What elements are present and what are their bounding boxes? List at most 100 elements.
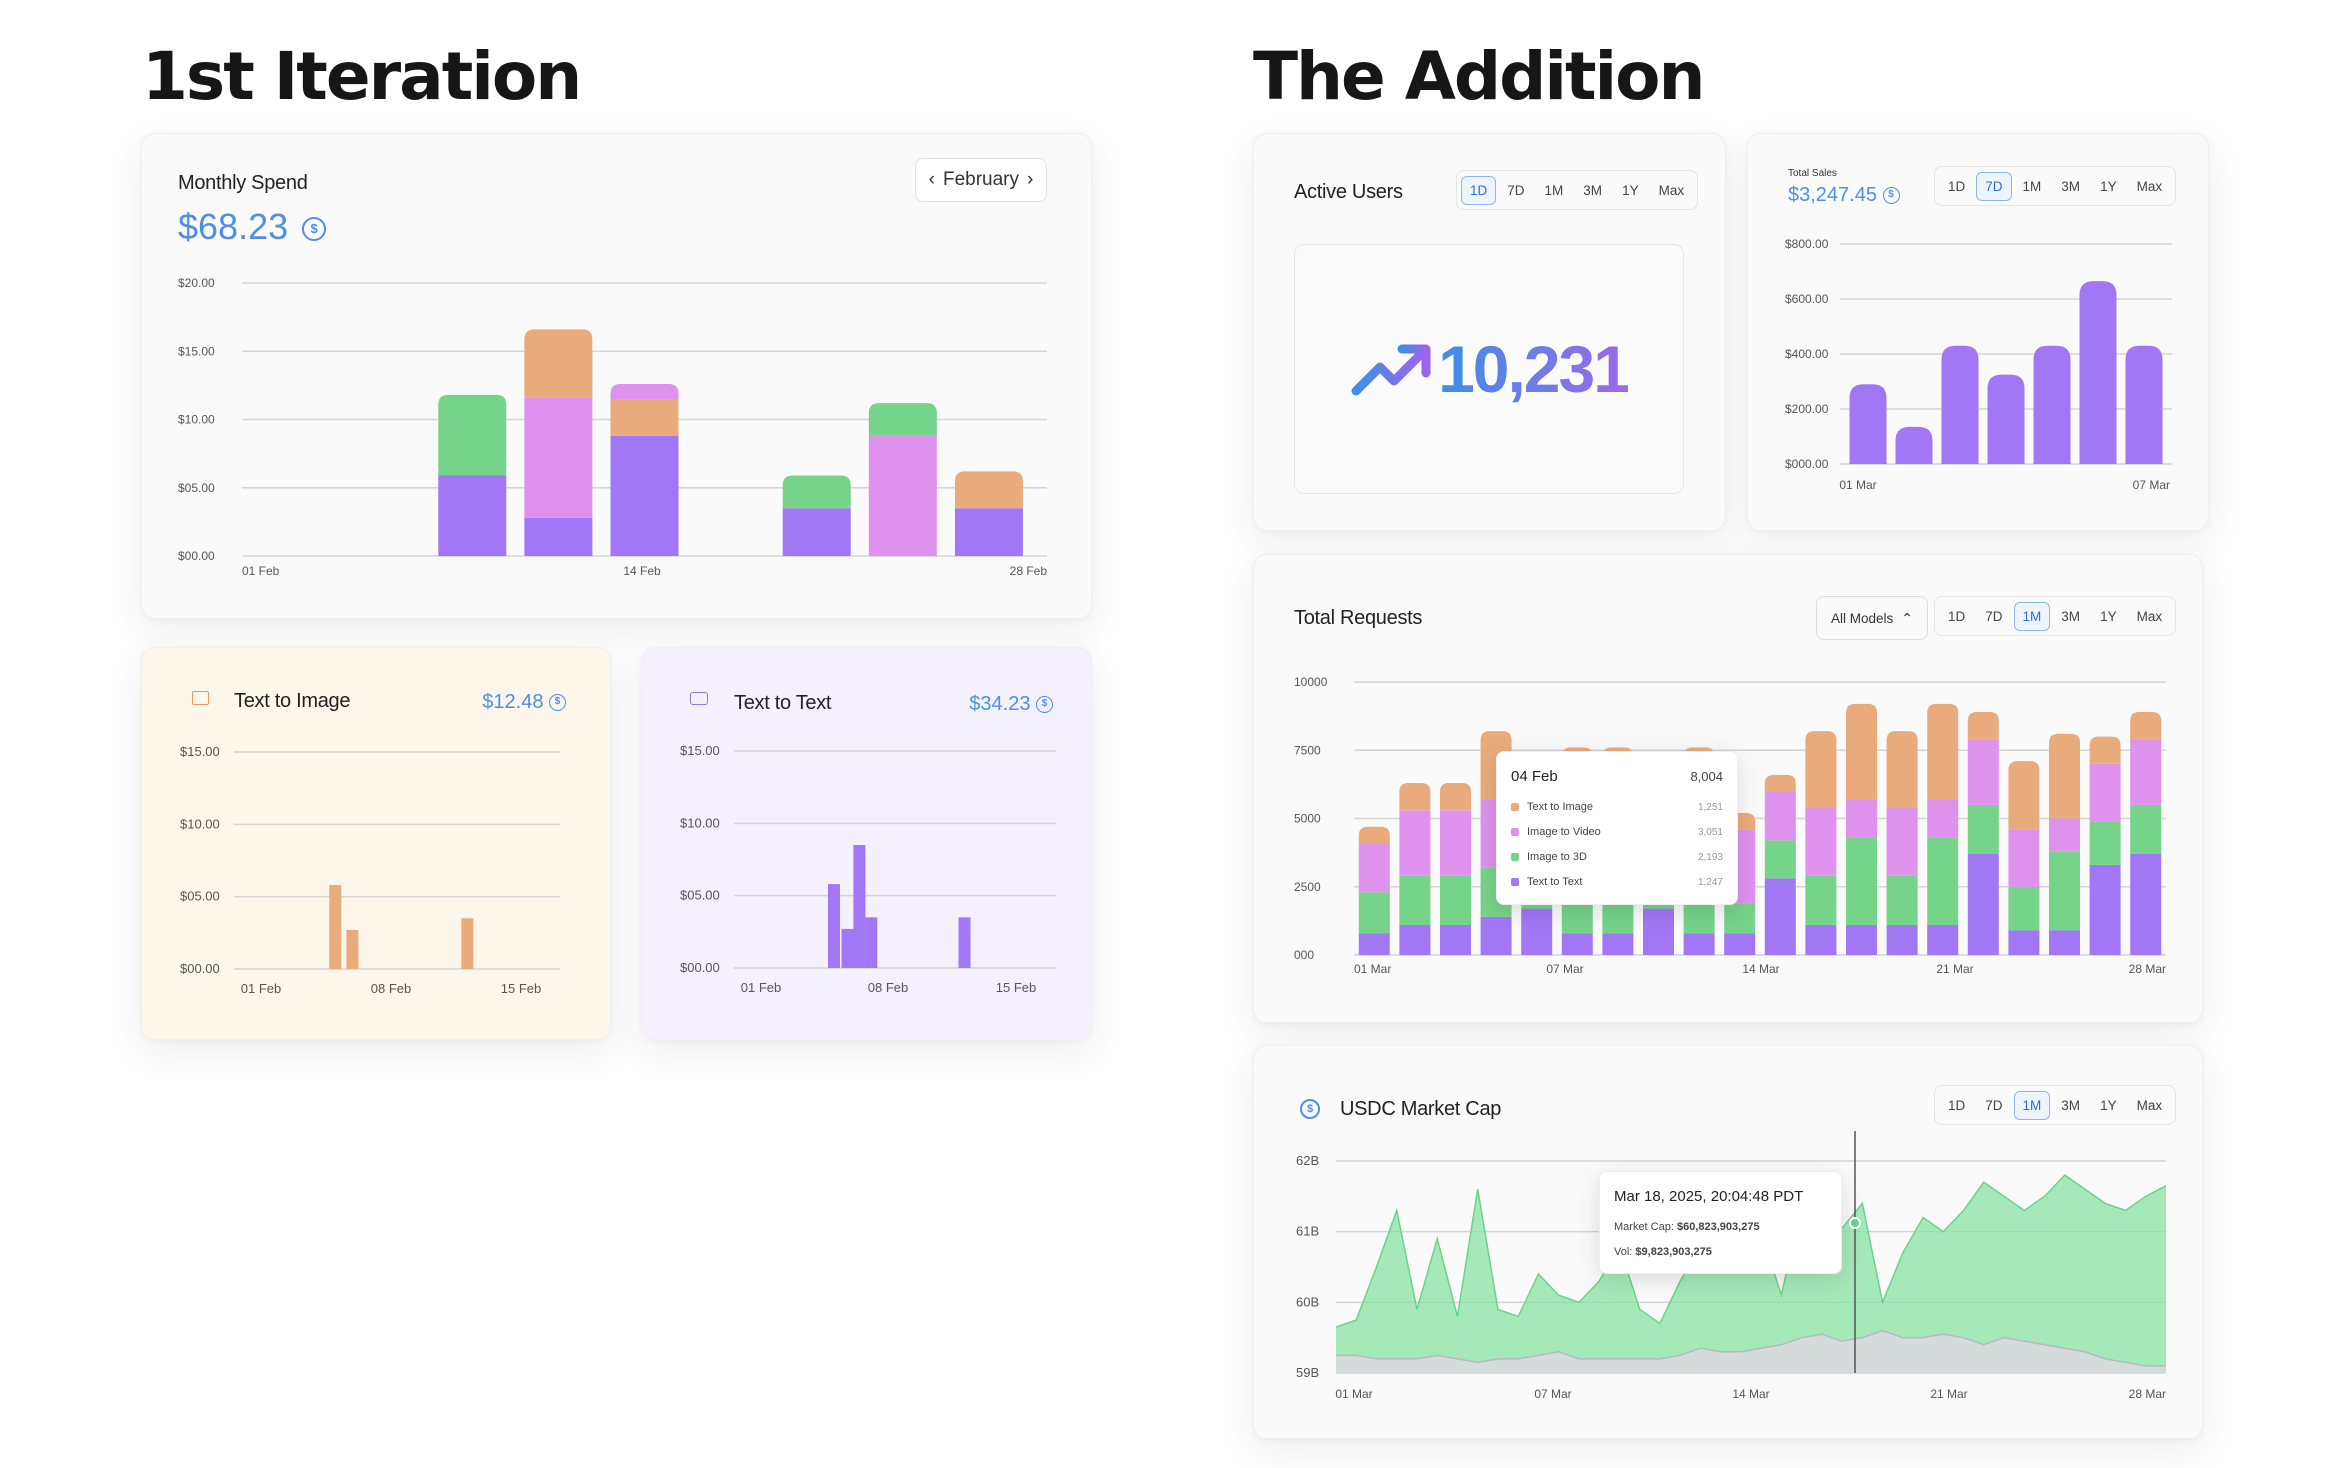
range-option-1d[interactable]: 1D [1948, 1097, 1966, 1113]
tooltip-row: Image to 3D 2,193 [1511, 851, 1723, 863]
usdc-tooltip: Mar 18, 2025, 20:04:48 PDT Market Cap: $… [1599, 1171, 1842, 1274]
requests-bar-segment [1480, 916, 1512, 955]
tti-bar [346, 929, 359, 969]
requests-bar-segment [2049, 733, 2080, 819]
range-option-7d[interactable]: 7D [1507, 182, 1525, 198]
chevron-right-icon[interactable]: › [1027, 169, 1034, 190]
requests-bar-segment [1927, 799, 1959, 838]
range-option-7d[interactable]: 7D [1976, 171, 2012, 201]
active-users-card: Active Users 1D 7D 1M 3M 1Y Max 10,231 [1253, 133, 1726, 531]
usdc-ytick-label: 61B [1296, 1224, 1319, 1239]
legend-swatch [1511, 803, 1519, 811]
tti-xtick-label: 15 Feb [501, 981, 541, 996]
tooltip-vol-value: $9,823,903,275 [1635, 1246, 1712, 1258]
ttt-bar [865, 917, 878, 968]
requests-bar-segment [1399, 924, 1431, 955]
range-option-max[interactable]: Max [2136, 608, 2163, 624]
range-option-1m[interactable]: 1M [2013, 1090, 2051, 1120]
tooltip-cap-value: $60,823,903,275 [1676, 1221, 1760, 1233]
active-users-range: 1D 7D 1M 3M 1Y Max [1456, 170, 1699, 210]
requests-bar-segment [2049, 930, 2080, 955]
requests-bar-segment [2130, 739, 2162, 805]
usdc-xtick-label: 07 Mar [1534, 1387, 1571, 1401]
range-option-7d[interactable]: 7D [1985, 608, 2003, 624]
range-option-max[interactable]: Max [2136, 178, 2163, 194]
range-option-1y[interactable]: 1Y [1622, 182, 1639, 198]
total-sales-card: Total Sales $3,247.45 $ 1D 7D 1M 3M 1Y Max $0… [1747, 133, 2209, 531]
range-option-7d[interactable]: 7D [1985, 1097, 2003, 1113]
tti-ytick-label: $05.00 [180, 889, 220, 904]
requests-xtick-label: 01 Mar [1354, 962, 1391, 976]
chevron-up-icon: ⌃ [1901, 609, 1914, 626]
ttt-xtick-label: 08 Feb [868, 980, 908, 995]
usdc-coin-icon: $ [1036, 696, 1053, 714]
usdc-market-cap-card: $ USDC Market Cap 1D 7D 1M 3M 1Y Max 59B 60B 61… [1253, 1045, 2203, 1439]
tooltip-row-label: Image to Video [1527, 826, 1601, 838]
text-to-image-card: Text to Image $12.48 $ $00.00 $05.00 $10.0… [141, 647, 611, 1040]
text-to-text-amount-row: $34.23 $ [969, 693, 1053, 716]
requests-bar-segment [1724, 933, 1756, 955]
monthly-bar-segment [868, 435, 937, 556]
requests-bar-segment [2049, 851, 2080, 931]
chevron-left-icon[interactable]: ‹ [928, 169, 935, 190]
range-option-3m[interactable]: 3M [2061, 608, 2081, 624]
ttt-bar [853, 845, 866, 968]
usdc-xtick-label: 14 Mar [1732, 1387, 1769, 1401]
range-option-3m[interactable]: 3M [2061, 178, 2081, 194]
tti-bar [329, 885, 342, 969]
chat-bubble-icon [690, 692, 708, 705]
range-option-1m[interactable]: 1M [1544, 182, 1564, 198]
requests-xtick-label: 21 Mar [1936, 962, 1973, 976]
tti-ytick-label: $00.00 [180, 961, 220, 976]
requests-bar-segment [2089, 864, 2121, 955]
range-option-3m[interactable]: 3M [1583, 182, 1603, 198]
requests-bar-segment [1358, 843, 1390, 893]
range-option-1d[interactable]: 1D [1461, 175, 1497, 205]
tooltip-row-value: 1,247 [1697, 876, 1723, 888]
legend-swatch [1511, 828, 1519, 836]
text-to-text-card: Text to Text $34.23 $ $00.00 $05.00 $10.00… [641, 647, 1092, 1040]
sales-ytick-label: $800.00 [1785, 237, 1829, 251]
requests-ytick-label: 10000 [1294, 675, 1328, 689]
requests-bar-segment [1805, 731, 1837, 808]
monthly-ytick-label: $15.00 [178, 344, 215, 358]
monthly-bar-segment [782, 475, 851, 509]
usdc-range: 1D 7D 1M 3M 1Y Max [1934, 1085, 2177, 1125]
requests-bar-segment [1724, 903, 1756, 934]
range-option-1d[interactable]: 1D [1948, 178, 1966, 194]
range-option-1m[interactable]: 1M [2013, 601, 2051, 631]
usdc-market-cap-title: USDC Market Cap [1340, 1098, 1502, 1120]
range-option-1y[interactable]: 1Y [2100, 608, 2117, 624]
requests-bar-segment [1602, 903, 1634, 934]
sales-ytick-label: $600.00 [1785, 292, 1829, 306]
monthly-bar-segment [524, 517, 593, 556]
month-selector[interactable]: ‹ February › [915, 158, 1047, 202]
requests-ytick-label: 000 [1294, 948, 1314, 962]
market-cap-area [1336, 1175, 2166, 1373]
requests-bar-segment [1846, 799, 1877, 838]
monthly-xtick-label: 14 Feb [623, 564, 661, 578]
range-option-1y[interactable]: 1Y [2100, 178, 2117, 194]
tooltip-row-label: Image to 3D [1527, 851, 1587, 863]
requests-bar-segment [1846, 703, 1877, 800]
range-option-max[interactable]: Max [1658, 182, 1685, 198]
ttt-ytick-label: $10.00 [680, 815, 720, 830]
range-option-1y[interactable]: 1Y [2100, 1097, 2117, 1113]
requests-bar-segment [1846, 837, 1877, 925]
total-requests-card: Total Requests All Models ⌃ 1D 7D 1M 3M 1Y Ma… [1253, 554, 2203, 1023]
requests-bar-segment [2008, 829, 2040, 887]
range-option-3m[interactable]: 3M [2061, 1097, 2081, 1113]
range-option-max[interactable]: Max [2136, 1097, 2163, 1113]
requests-bar-segment [1399, 810, 1431, 876]
model-filter-dropdown[interactable]: All Models ⌃ [1816, 596, 1929, 640]
range-option-1m[interactable]: 1M [2022, 178, 2042, 194]
requests-bar-segment [2130, 712, 2162, 740]
requests-bar-segment [1927, 703, 1959, 800]
monthly-bar-segment [782, 508, 851, 556]
range-option-1d[interactable]: 1D [1948, 608, 1966, 624]
usdc-ytick-label: 62B [1296, 1153, 1319, 1168]
ttt-xtick-label: 15 Feb [996, 980, 1036, 995]
usdc-xtick-label: 01 Mar [1335, 1387, 1372, 1401]
tooltip-date: 04 Feb [1511, 768, 1558, 785]
requests-bar-segment [1967, 804, 1999, 854]
